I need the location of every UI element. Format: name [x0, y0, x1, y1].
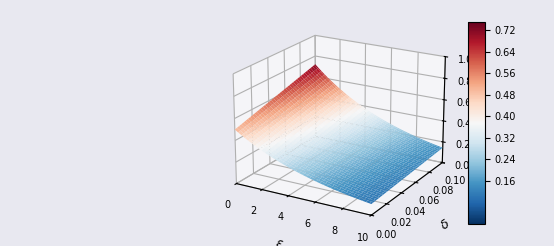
Y-axis label: $\delta$: $\delta$: [438, 217, 453, 233]
X-axis label: $\epsilon$: $\epsilon$: [274, 237, 285, 246]
